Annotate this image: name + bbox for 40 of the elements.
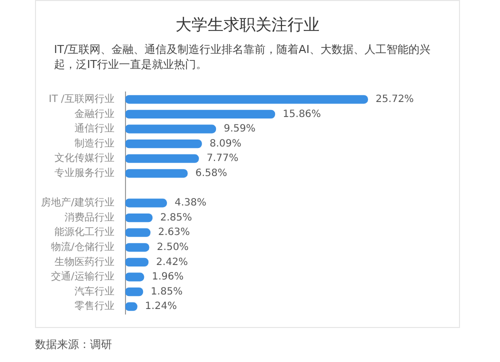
bar (125, 213, 153, 222)
y-tick-label: 生物医药行业 (54, 256, 114, 268)
y-tick-label: 物流/仓储行业 (50, 240, 114, 253)
y-tick-label: 消费品行业 (64, 211, 114, 224)
bar (125, 154, 199, 163)
source-note: 数据来源：调研 (35, 337, 112, 352)
data-label: 1.96% (152, 272, 184, 283)
y-tick-label: 零售行业 (74, 300, 114, 312)
data-label: 2.85% (160, 212, 192, 224)
data-label: 2.42% (156, 256, 188, 268)
chart-title: 大学生求职关注行业 (174, 15, 320, 36)
bar (125, 198, 167, 208)
bar (125, 228, 150, 237)
bar (125, 139, 202, 148)
y-tick-label: 房地产/建筑行业 (40, 196, 114, 209)
data-label: 15.86% (282, 108, 321, 120)
data-label: 2.50% (156, 242, 189, 253)
chart-subtitle: IT/互联网、金融、通信及制造行业排名靠前，随着AI、大数据、人工智能的兴起，泛IT行业一直是就业热门。 (54, 42, 432, 72)
y-tick-label: 制造行业 (74, 137, 114, 150)
y-tick-label: 文化传媒行业 (54, 152, 114, 164)
data-label: 25.72% (376, 94, 414, 105)
y-tick-label: IT /互联网行业 (48, 92, 114, 105)
data-label: 7.77% (206, 153, 238, 164)
data-label: 1.85% (150, 286, 183, 298)
data-label: 6.58% (195, 168, 228, 179)
data-label: 1.24% (145, 301, 177, 312)
bar (125, 169, 188, 178)
y-tick-label: 能源化工行业 (54, 226, 114, 238)
data-label: 9.59% (224, 124, 256, 135)
bar (125, 124, 216, 134)
y-tick-label: 通信行业 (74, 122, 114, 135)
y-tick-label: 金融行业 (74, 108, 114, 120)
data-label: 4.38% (174, 198, 206, 209)
y-tick-label: 交通/运输行业 (50, 270, 114, 283)
bar (125, 110, 276, 119)
data-label: 8.09% (210, 138, 242, 150)
y-tick-label: 专业服务行业 (54, 166, 114, 179)
y-tick-label: 汽车行业 (74, 285, 114, 298)
data-label: 2.63% (158, 227, 190, 238)
bar (125, 95, 368, 104)
